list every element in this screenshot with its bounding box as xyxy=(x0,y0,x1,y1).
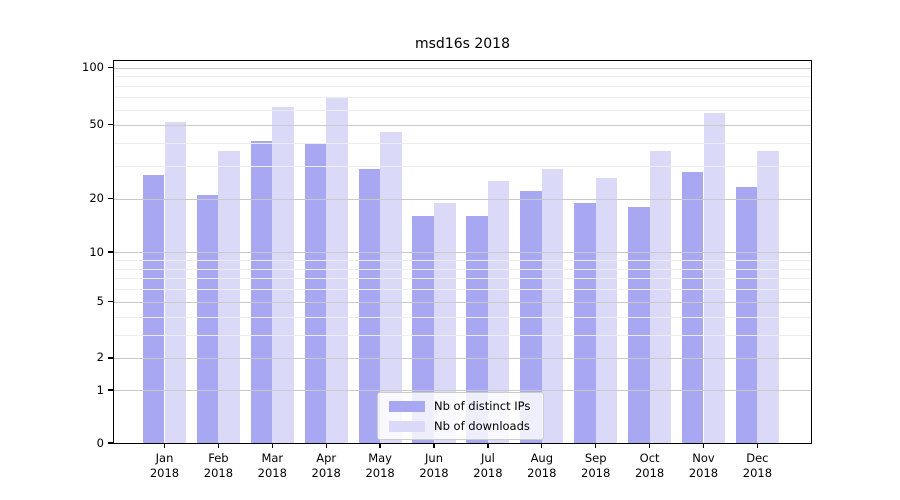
grid-minor-line xyxy=(114,289,811,291)
grid-minor-line xyxy=(114,259,811,261)
y-tick-label: 10 xyxy=(89,244,104,259)
x-tick-label: Sep 2018 xyxy=(581,451,611,480)
x-tick-mark xyxy=(756,444,759,448)
x-tick-mark xyxy=(163,444,166,448)
x-tick-mark xyxy=(271,444,273,448)
legend-label-distinct-ips: Nb of distinct IPs xyxy=(434,399,531,413)
grid-minor-line xyxy=(114,86,811,88)
y-tick-mark xyxy=(108,124,113,126)
grid-major-line xyxy=(114,390,811,392)
x-tick-label: Jul 2018 xyxy=(473,451,503,480)
bar-distinct-ips-dec xyxy=(735,187,758,443)
bar-downloads-nov xyxy=(703,112,726,443)
y-tick-label: 50 xyxy=(89,117,104,132)
grid-major-line xyxy=(114,357,811,359)
y-tick-mark xyxy=(108,357,113,359)
legend-label-downloads: Nb of downloads xyxy=(434,419,530,433)
x-tick-mark xyxy=(595,444,597,448)
x-tick-label: Aug 2018 xyxy=(527,451,557,480)
x-tick-mark xyxy=(217,444,220,448)
grid-major-line xyxy=(114,252,811,253)
bar-downloads-apr xyxy=(326,97,348,443)
grid-minor-line xyxy=(114,278,811,280)
legend-swatch-distinct-ips xyxy=(389,400,425,412)
x-tick-label: Feb 2018 xyxy=(203,451,234,480)
bar-downloads-aug xyxy=(541,168,564,443)
grid-minor-line xyxy=(114,334,811,336)
bar-distinct-ips-jan xyxy=(142,174,165,443)
bar-downloads-jan xyxy=(164,121,187,443)
bar-distinct-ips-nov xyxy=(681,171,704,443)
grid-major-line xyxy=(114,198,811,200)
y-tick-mark xyxy=(108,197,113,200)
x-tick-mark xyxy=(541,444,543,448)
x-tick-label: Apr 2018 xyxy=(311,451,341,480)
bar-downloads-may xyxy=(380,131,402,443)
y-tick-label: 2 xyxy=(96,350,104,365)
y-tick-mark xyxy=(108,251,113,253)
x-tick-label: Jan 2018 xyxy=(149,451,180,480)
x-tick-label: Jun 2018 xyxy=(419,451,449,480)
bar-downloads-dec xyxy=(757,151,779,443)
bar-downloads-mar xyxy=(272,107,294,443)
x-tick-label: Nov 2018 xyxy=(688,451,719,480)
y-tick-mark xyxy=(108,67,113,69)
bar-distinct-ips-mar xyxy=(250,140,273,443)
x-tick-mark xyxy=(379,444,381,448)
bar-downloads-oct xyxy=(649,151,672,443)
y-tick-label: 5 xyxy=(96,294,104,309)
legend-swatch-downloads xyxy=(389,420,425,432)
y-tick-label: 1 xyxy=(96,382,104,397)
grid-minor-line xyxy=(114,316,811,318)
bar-distinct-ips-may xyxy=(358,168,381,443)
y-tick-label: 0 xyxy=(96,435,104,450)
bar-distinct-ips-jun xyxy=(412,216,434,443)
legend-row-downloads: Nb of downloads xyxy=(389,419,534,433)
bar-distinct-ips-apr xyxy=(304,142,327,443)
legend: Nb of distinct IPs Nb of downloads xyxy=(377,392,544,440)
x-tick-mark xyxy=(325,444,327,448)
grid-major-line xyxy=(114,124,811,126)
grid-major-line xyxy=(114,301,811,303)
grid-minor-line xyxy=(114,76,811,78)
chart-title: msd16s 2018 xyxy=(414,36,510,52)
bar-distinct-ips-feb xyxy=(196,194,219,443)
x-tick-label: May 2018 xyxy=(365,451,395,480)
legend-row-distinct-ips: Nb of distinct IPs xyxy=(389,399,534,413)
y-tick-mark xyxy=(108,389,113,391)
bar-distinct-ips-oct xyxy=(628,206,650,443)
bar-downloads-jul xyxy=(487,180,510,443)
bar-distinct-ips-sep xyxy=(574,202,596,443)
bar-downloads-feb xyxy=(218,151,240,443)
x-tick-mark xyxy=(487,444,489,448)
grid-minor-line xyxy=(114,268,811,270)
x-tick-label: Dec 2018 xyxy=(742,451,773,480)
y-tick-label: 100 xyxy=(82,60,104,75)
grid-minor-line xyxy=(114,142,811,144)
x-tick-mark xyxy=(702,444,705,448)
plot-area: Nb of distinct IPs Nb of downloads xyxy=(113,60,812,444)
grid-major-line xyxy=(114,67,811,69)
y-tick-mark xyxy=(108,301,113,303)
bar-downloads-sep xyxy=(595,177,618,443)
x-tick-label: Mar 2018 xyxy=(257,451,287,480)
x-tick-label: Oct 2018 xyxy=(634,451,665,480)
bar-distinct-ips-jul xyxy=(466,216,488,443)
grid-minor-line xyxy=(114,97,811,99)
grid-minor-line xyxy=(114,109,811,111)
y-tick-label: 20 xyxy=(89,191,104,205)
grid-minor-line xyxy=(114,166,811,168)
x-tick-mark xyxy=(648,444,651,448)
bar-downloads-jun xyxy=(434,202,456,443)
x-tick-mark xyxy=(433,444,435,448)
y-tick-mark xyxy=(108,442,113,444)
